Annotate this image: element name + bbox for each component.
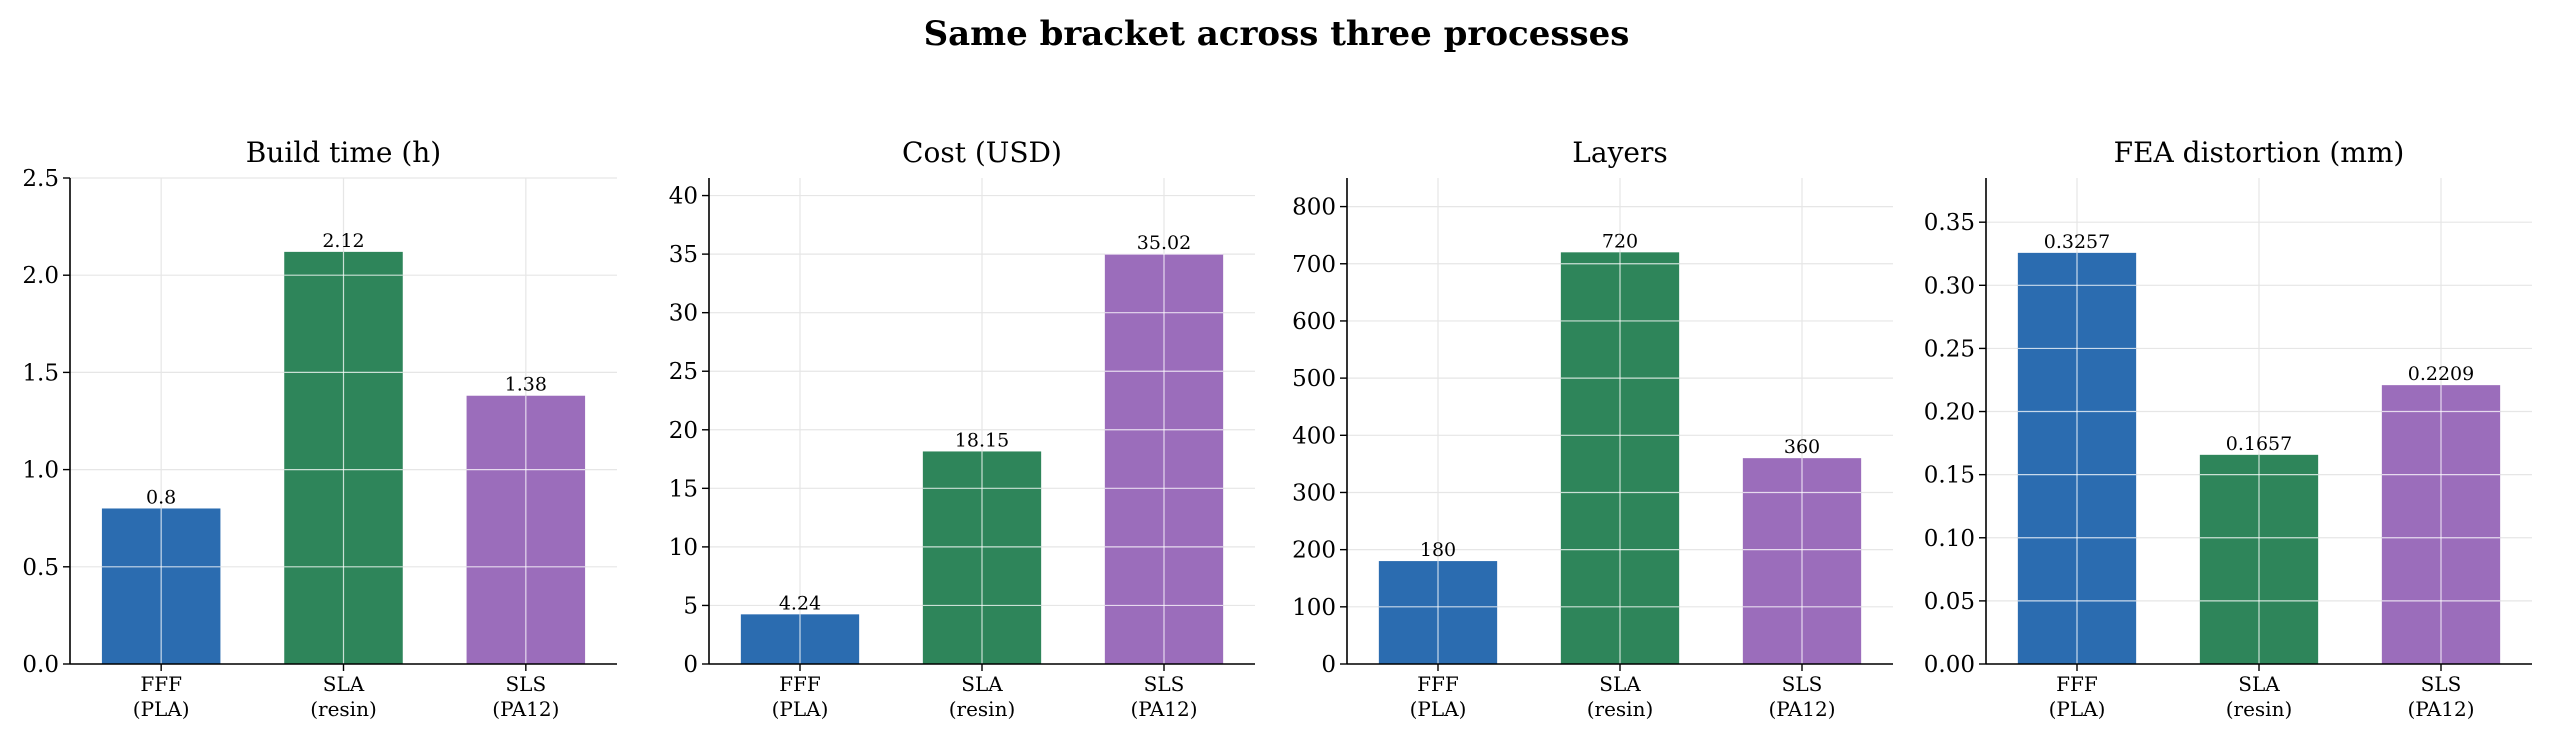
y-tick-label: 0 <box>683 652 698 678</box>
y-tick-label: 0.15 <box>1924 463 1975 489</box>
x-tick-label-line: FFF <box>140 672 182 696</box>
chart-panel-1: 0.8 2.12 1.38 0.0 0.5 1.0 1.5 2.0 2.5 FFF (PLA) SLA… <box>22 136 617 721</box>
x-tick-label-line: (resin) <box>310 697 377 721</box>
y-tick-label: 0.20 <box>1924 400 1975 426</box>
x-tick-label-line: (PLA) <box>772 697 829 721</box>
y-tick-label: 200 <box>1292 538 1336 564</box>
y-tick-label: 1.5 <box>22 360 59 386</box>
x-tick-label: SLA (resin) <box>310 672 377 721</box>
y-tick-label: 40 <box>669 184 698 210</box>
chart-title: Build time (h) <box>246 136 441 169</box>
data-label: 360 <box>1784 436 1820 458</box>
y-tick-label: 30 <box>669 301 698 327</box>
y-tick-label: 2.5 <box>22 166 59 192</box>
data-label: 2.12 <box>322 230 364 252</box>
x-tick-label: FFF (PLA) <box>772 672 829 721</box>
x-tick-label-line: (PA12) <box>1130 697 1197 721</box>
x-tick-label: SLS (PA12) <box>492 672 559 721</box>
x-tick-label-line: (resin) <box>2226 697 2293 721</box>
y-tick-label: 20 <box>669 418 698 444</box>
chart-panel-2: 4.24 18.15 35.02 0 5 10 15 20 25 30 35 40 FFF (PLA) SL… <box>669 136 1255 721</box>
data-label: 0.3257 <box>2044 231 2110 253</box>
data-label: 180 <box>1420 539 1456 561</box>
y-tick-label: 0.0 <box>22 652 59 678</box>
y-tick-label: 35 <box>669 242 698 268</box>
x-tick-label: SLA (resin) <box>949 672 1016 721</box>
chart-panel-3: 180 720 360 0 100 200 300 400 500 600 700 800 FFF (PL… <box>1292 136 1893 721</box>
data-label: 720 <box>1602 230 1638 252</box>
x-tick-label-line: (resin) <box>949 697 1016 721</box>
y-tick-label: 10 <box>669 535 698 561</box>
x-tick-label: SLS (PA12) <box>1768 672 1835 721</box>
x-tick-label-line: SLS <box>505 672 546 696</box>
chart-title: Layers <box>1572 136 1667 169</box>
x-tick-label: FFF (PLA) <box>133 672 190 721</box>
y-tick-label: 0.10 <box>1924 526 1975 552</box>
x-tick-label-line: SLS <box>1144 672 1185 696</box>
y-tick-label: 0.30 <box>1924 273 1975 299</box>
data-label: 18.15 <box>955 429 1009 451</box>
x-tick-label-line: SLS <box>1782 672 1823 696</box>
x-tick-label-line: SLA <box>2238 672 2280 696</box>
x-tick-label-line: (resin) <box>1587 697 1654 721</box>
y-tick-label: 5 <box>683 593 698 619</box>
y-tick-label: 0 <box>1321 652 1336 678</box>
y-tick-label: 0.35 <box>1924 210 1975 236</box>
data-label: 0.8 <box>146 486 176 508</box>
data-label: 4.24 <box>779 592 821 614</box>
chart-title: Cost (USD) <box>902 136 1062 169</box>
y-tick-label: 800 <box>1292 195 1336 221</box>
y-tick-label: 700 <box>1292 252 1336 278</box>
x-tick-label-line: (PA12) <box>492 697 559 721</box>
x-tick-label-line: SLA <box>961 672 1003 696</box>
x-tick-label: SLS (PA12) <box>1130 672 1197 721</box>
x-tick-label: SLA (resin) <box>2226 672 2293 721</box>
x-tick-label-line: FFF <box>1417 672 1459 696</box>
y-tick-label: 300 <box>1292 480 1336 506</box>
x-tick-label-line: (PLA) <box>133 697 190 721</box>
y-tick-label: 100 <box>1292 595 1336 621</box>
chart-title: FEA distortion (mm) <box>2114 136 2405 169</box>
y-tick-label: 1.0 <box>22 458 59 484</box>
x-tick-label-line: SLA <box>323 672 365 696</box>
figure-title: Same bracket across three processes <box>923 14 1630 54</box>
y-tick-label: 15 <box>669 476 698 502</box>
data-label: 35.02 <box>1137 232 1191 254</box>
x-tick-label-line: (PLA) <box>1410 697 1467 721</box>
y-tick-label: 0.5 <box>22 555 59 581</box>
y-tick-label: 0.00 <box>1924 652 1975 678</box>
y-tick-label: 600 <box>1292 309 1336 335</box>
data-label: 1.38 <box>505 374 547 396</box>
x-tick-label: SLS (PA12) <box>2407 672 2474 721</box>
chart-panel-4: 0.3257 0.1657 0.2209 0.00 0.05 0.10 0.15 0.20 0.… <box>1924 136 2532 721</box>
y-tick-label: 2.0 <box>22 263 59 289</box>
x-tick-label: FFF (PLA) <box>1410 672 1467 721</box>
x-tick-label-line: SLS <box>2421 672 2462 696</box>
y-tick-label: 400 <box>1292 423 1336 449</box>
x-tick-label: FFF (PLA) <box>2049 672 2106 721</box>
y-tick-label: 25 <box>669 359 698 385</box>
x-tick-label-line: (PA12) <box>2407 697 2474 721</box>
data-label: 0.2209 <box>2408 363 2474 385</box>
y-tick-label: 500 <box>1292 366 1336 392</box>
x-tick-label-line: (PLA) <box>2049 697 2106 721</box>
y-tick-label: 0.25 <box>1924 336 1975 362</box>
x-tick-label-line: (PA12) <box>1768 697 1835 721</box>
x-tick-label: SLA (resin) <box>1587 672 1654 721</box>
x-tick-label-line: SLA <box>1599 672 1641 696</box>
data-label: 0.1657 <box>2226 433 2292 455</box>
x-tick-label-line: FFF <box>779 672 821 696</box>
y-tick-label: 0.05 <box>1924 589 1975 615</box>
x-tick-label-line: FFF <box>2056 672 2098 696</box>
